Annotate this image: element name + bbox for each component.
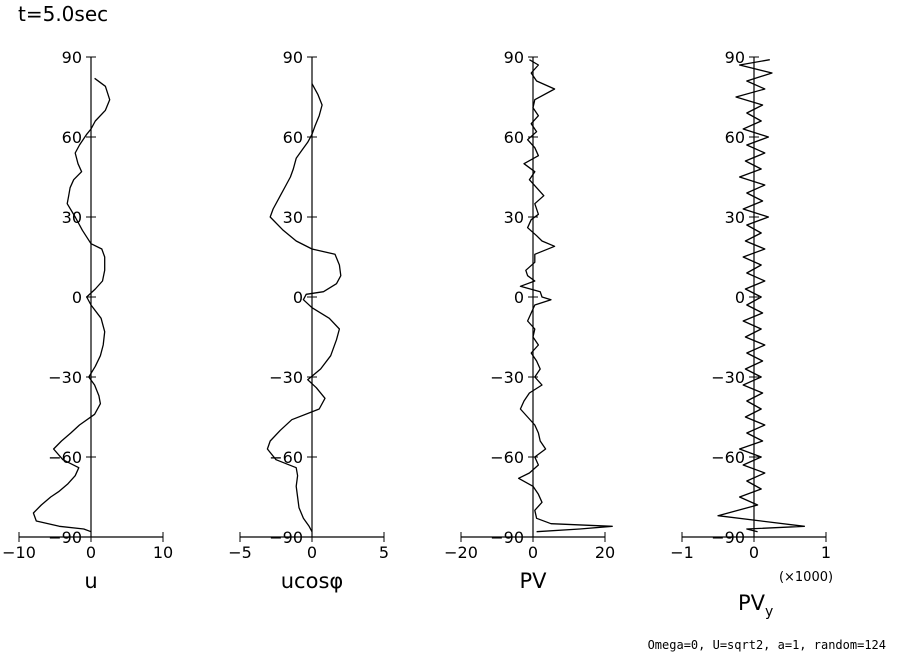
y-tick-label: 0 <box>514 288 524 307</box>
scale-note: (×1000) <box>779 570 833 585</box>
x-axis-label: u <box>84 569 97 593</box>
chart-title: t=5.0sec <box>18 2 109 26</box>
y-tick-label: 90 <box>504 48 524 67</box>
y-tick-label: 60 <box>283 128 303 147</box>
x-tick-label: 5 <box>379 543 389 562</box>
y-tick-label: −30 <box>48 368 82 387</box>
y-tick-label: −30 <box>711 368 745 387</box>
y-tick-label: 60 <box>504 128 524 147</box>
x-tick-label: 0 <box>528 543 538 562</box>
x-tick-label: −5 <box>228 543 252 562</box>
x-axis-label: PVy <box>738 591 773 620</box>
y-tick-label: −60 <box>490 448 524 467</box>
y-tick-label: −90 <box>269 528 303 547</box>
y-tick-label: −90 <box>711 528 745 547</box>
y-tick-label: 0 <box>72 288 82 307</box>
y-tick-label: 60 <box>62 128 82 147</box>
x-tick-label: 0 <box>307 543 317 562</box>
y-tick-label: 90 <box>725 48 745 67</box>
y-tick-label: 90 <box>62 48 82 67</box>
y-tick-label: −60 <box>48 448 82 467</box>
y-tick-label: −30 <box>490 368 524 387</box>
x-tick-label: 10 <box>153 543 173 562</box>
x-tick-label: 0 <box>86 543 96 562</box>
y-tick-label: 30 <box>504 208 524 227</box>
series-line <box>32 77 111 533</box>
y-tick-label: 30 <box>725 208 745 227</box>
y-tick-label: −60 <box>711 448 745 467</box>
x-tick-label: −10 <box>2 543 36 562</box>
y-tick-label: 30 <box>283 208 303 227</box>
series-line <box>717 59 806 533</box>
series-line <box>517 59 613 533</box>
x-tick-label: 1 <box>821 543 831 562</box>
parameter-note: Omega=0, U=sqrt2, a=1, random=124 <box>647 638 886 652</box>
y-tick-label: 90 <box>283 48 303 67</box>
y-tick-label: 30 <box>62 208 82 227</box>
x-axis-label: PV <box>519 569 547 593</box>
y-tick-label: 60 <box>725 128 745 147</box>
y-tick-label: 0 <box>735 288 745 307</box>
x-tick-label: 0 <box>749 543 759 562</box>
y-tick-label: −30 <box>269 368 303 387</box>
y-tick-label: −90 <box>490 528 524 547</box>
x-axis-label: ucosφ <box>281 569 344 593</box>
y-tick-label: 0 <box>293 288 303 307</box>
series-line <box>266 83 342 533</box>
y-tick-label: −60 <box>269 448 303 467</box>
x-tick-label: −1 <box>670 543 694 562</box>
y-tick-label: −90 <box>48 528 82 547</box>
x-tick-label: −20 <box>444 543 478 562</box>
x-tick-label: 20 <box>595 543 615 562</box>
